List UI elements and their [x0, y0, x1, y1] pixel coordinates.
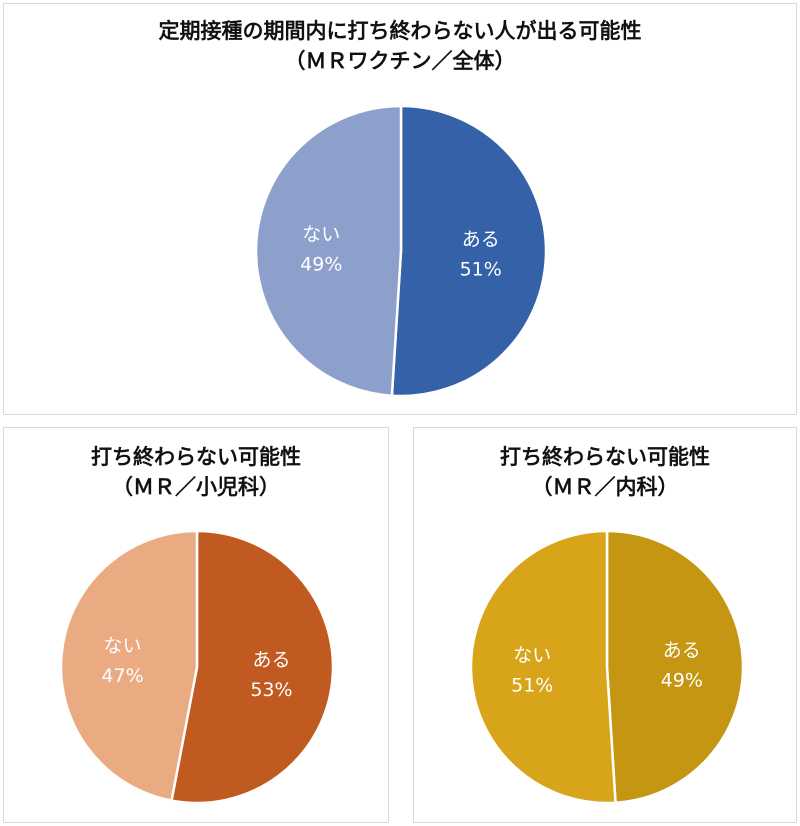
pie-chart-internal-medicine: ある 49% ない 51% — [469, 529, 745, 805]
pie-slice-no — [469, 529, 617, 805]
pie-slice-yes — [605, 529, 745, 805]
chart-panel-internal-medicine: 打ち終わらない可能性 （ＭＲ／内科） ある 49% ない 51% — [413, 427, 797, 823]
chart-subtitle: （ＭＲワクチン／全体） — [284, 49, 516, 73]
pie-slice-no — [59, 529, 199, 803]
chart-title: 定期接種の期間内に打ち終わらない人が出る可能性 — [158, 19, 642, 43]
pie-slice-yes — [170, 529, 335, 805]
slice-value-label: 49% — [300, 253, 342, 275]
slice-label: ある — [663, 640, 701, 662]
chart-panel-pediatrics: 打ち終わらない可能性 （ＭＲ／小児科） ある 53% ない 47% — [3, 427, 389, 823]
chart-subtitle: （ＭＲ／内科） — [531, 475, 679, 499]
slice-value-label: 51% — [511, 674, 553, 696]
chart-title-block: 定期接種の期間内に打ち終わらない人が出る可能性 （ＭＲワクチン／全体） — [4, 16, 796, 76]
slice-value-label: 51% — [460, 259, 502, 281]
chart-title: 打ち終わらない可能性 — [500, 445, 710, 469]
slice-value-label: 47% — [101, 665, 143, 687]
slice-label: ない — [302, 223, 340, 245]
slice-value-label: 53% — [250, 679, 292, 701]
chart-title: 打ち終わらない可能性 — [91, 445, 301, 469]
chart-panel-overall: 定期接種の期間内に打ち終わらない人が出る可能性 （ＭＲワクチン／全体） ある 51… — [3, 3, 797, 415]
chart-title-block: 打ち終わらない可能性 （ＭＲ／内科） — [414, 442, 796, 502]
slice-label: ない — [104, 635, 142, 657]
slice-label: ある — [462, 229, 500, 251]
chart-subtitle: （ＭＲ／小児科） — [112, 475, 280, 499]
chart-title-block: 打ち終わらない可能性 （ＭＲ／小児科） — [4, 442, 388, 502]
slice-label: ない — [513, 644, 551, 666]
pie-slice-yes — [390, 104, 548, 398]
pie-chart-pediatrics: ある 53% ない 47% — [59, 529, 335, 805]
pie-slice-no — [254, 104, 403, 398]
pie-chart-overall: ある 51% ない 49% — [254, 104, 548, 398]
slice-value-label: 49% — [661, 670, 703, 692]
slice-label: ある — [252, 649, 290, 671]
